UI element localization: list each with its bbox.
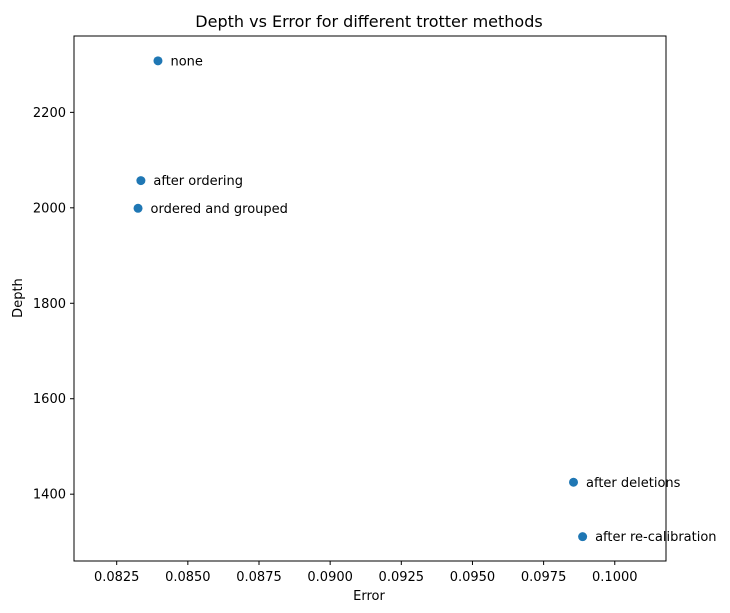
y-tick-label: 1800 (33, 297, 66, 312)
x-axis-ticks: 0.0825 0.0850 0.0875 0.0900 0.0925 0.0950 0.09… (94, 561, 638, 585)
data-point-label: none (170, 54, 202, 69)
x-tick-label: 0.1000 (592, 570, 638, 585)
data-point-label: after re-calibration (595, 530, 716, 545)
y-tick-label: 1400 (33, 488, 66, 503)
chart-title: Depth vs Error for different trotter met… (195, 12, 542, 31)
data-point-label: after deletions (586, 476, 681, 491)
data-point (578, 532, 588, 542)
plot-frame (73, 35, 667, 562)
x-axis-label: Error (353, 589, 385, 604)
y-axis-ticks: 1400 1600 1800 2000 2200 (33, 106, 74, 503)
x-tick-label: 0.0950 (450, 570, 496, 585)
x-tick-label: 0.0900 (307, 570, 353, 585)
x-tick-label: 0.0925 (379, 570, 425, 585)
x-tick-label: 0.0975 (521, 570, 567, 585)
data-point-label: ordered and grouped (151, 202, 288, 217)
y-tick-label: 1600 (33, 392, 66, 407)
data-point (569, 477, 578, 487)
data-point (133, 203, 143, 213)
plot-axes (73, 35, 667, 562)
y-tick-label: 2000 (33, 201, 66, 216)
data-point (153, 56, 163, 66)
x-tick-label: 0.0850 (165, 570, 211, 585)
x-tick-label: 0.0825 (94, 570, 140, 585)
data-point-label: after ordering (153, 174, 243, 189)
y-axis-label: Depth (11, 278, 26, 318)
data-points: none after ordering ordered and grouped aft… (133, 54, 717, 545)
data-point (136, 176, 146, 186)
y-tick-label: 2200 (33, 106, 66, 121)
x-tick-label: 0.0875 (236, 570, 282, 585)
